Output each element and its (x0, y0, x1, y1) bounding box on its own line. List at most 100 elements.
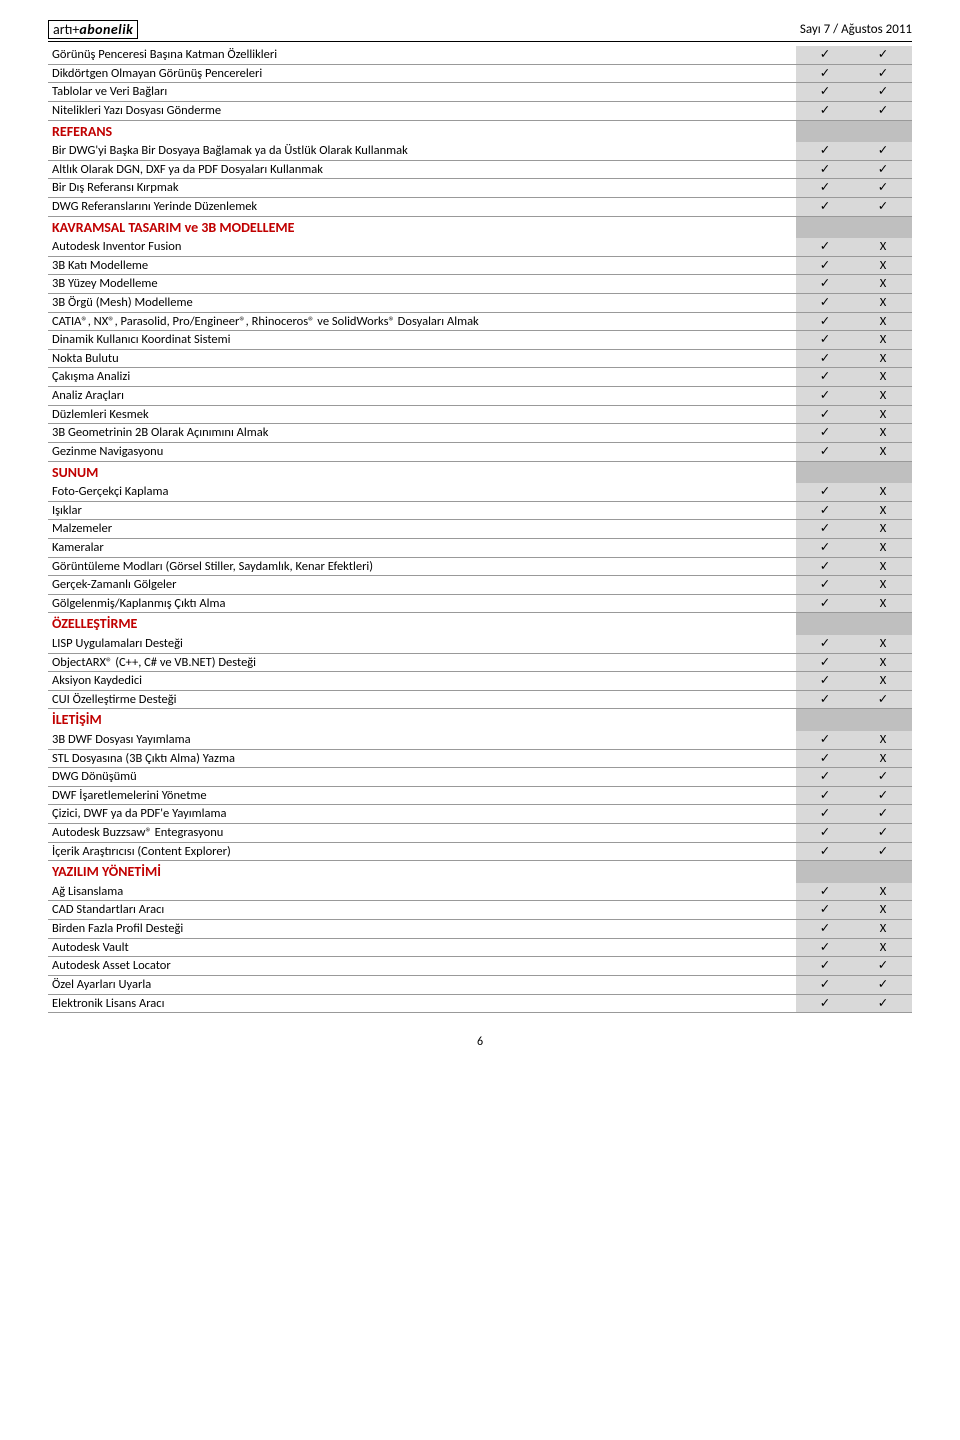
feature-col2-value: X (854, 749, 912, 768)
feature-label: Altlık Olarak DGN, DXF ya da PDF Dosyala… (48, 160, 796, 179)
feature-row: 3B Yüzey Modelleme✓X (48, 275, 912, 294)
feature-row: Düzlemleri Kesmek✓X (48, 405, 912, 424)
page: artı+abonelik Sayı 7 / Ağustos 2011 Görü… (0, 0, 960, 1079)
feature-col1-value: ✓ (796, 824, 854, 843)
feature-label: Dinamik Kullanıcı Koordinat Sistemi (48, 331, 796, 350)
feature-col2-value: ✓ (854, 786, 912, 805)
feature-col1-value: ✓ (796, 501, 854, 520)
feature-col2-value: X (854, 387, 912, 406)
feature-col1-value: ✓ (796, 594, 854, 613)
feature-label: Nitelikleri Yazı Dosyası Gönderme (48, 101, 796, 120)
feature-row: DWG Referanslarını Yerinde Düzenlemek✓✓ (48, 197, 912, 216)
feature-row: Bir Dış Referansı Kırpmak✓✓ (48, 179, 912, 198)
feature-col2-value: X (854, 901, 912, 920)
feature-row: STL Dosyasına (3B Çıktı Alma) Yazma✓X (48, 749, 912, 768)
section-col1-blank (796, 461, 854, 483)
feature-row: CUI Özelleştirme Desteği✓✓ (48, 690, 912, 709)
feature-col1-value: ✓ (796, 101, 854, 120)
feature-label: Elektronik Lisans Aracı (48, 994, 796, 1013)
feature-col2-value: X (854, 938, 912, 957)
feature-col1-value: ✓ (796, 46, 854, 64)
section-col1-blank (796, 216, 854, 238)
feature-col1-value: ✓ (796, 957, 854, 976)
feature-col2-value: X (854, 405, 912, 424)
section-header-row: SUNUM (48, 461, 912, 483)
feature-label: Autodesk Buzzsaw® Entegrasyonu (48, 824, 796, 843)
feature-label: Bir DWG'yi Başka Bir Dosyaya Bağlamak ya… (48, 142, 796, 160)
section-header-row: REFERANS (48, 120, 912, 142)
feature-col2-value: ✓ (854, 179, 912, 198)
feature-col1-value: ✓ (796, 994, 854, 1013)
brand-text-italic: abonelik (79, 21, 133, 38)
feature-col1-value: ✓ (796, 883, 854, 901)
feature-col1-value: ✓ (796, 749, 854, 768)
feature-col2-value: X (854, 349, 912, 368)
feature-row: Analiz Araçları✓X (48, 387, 912, 406)
feature-label: 3B Yüzey Modelleme (48, 275, 796, 294)
feature-col2-value: ✓ (854, 957, 912, 976)
section-col1-blank (796, 613, 854, 635)
feature-row: CAD Standartları Aracı✓X (48, 901, 912, 920)
feature-row: Autodesk Asset Locator✓✓ (48, 957, 912, 976)
feature-row: DWG Dönüşümü✓✓ (48, 768, 912, 787)
feature-row: İçerik Araştırıcısı (Content Explorer)✓✓ (48, 842, 912, 861)
feature-col2-value: X (854, 368, 912, 387)
feature-col1-value: ✓ (796, 424, 854, 443)
feature-col2-value: X (854, 920, 912, 939)
section-title: KAVRAMSAL TASARIM ve 3B MODELLEME (48, 216, 796, 238)
feature-col2-value: X (854, 238, 912, 256)
feature-col1-value: ✓ (796, 635, 854, 653)
feature-col1-value: ✓ (796, 557, 854, 576)
feature-col1-value: ✓ (796, 83, 854, 102)
feature-row: Autodesk Inventor Fusion✓X (48, 238, 912, 256)
section-col2-blank (854, 613, 912, 635)
feature-col2-value: ✓ (854, 768, 912, 787)
feature-label: LISP Uygulamaları Desteği (48, 635, 796, 653)
feature-row: Çakışma Analizi✓X (48, 368, 912, 387)
feature-col2-value: X (854, 653, 912, 672)
feature-row: Gerçek-Zamanlı Gölgeler✓X (48, 576, 912, 595)
feature-row: LISP Uygulamaları Desteği✓X (48, 635, 912, 653)
feature-row: Ağ Lisanslama✓X (48, 883, 912, 901)
feature-col1-value: ✓ (796, 275, 854, 294)
feature-col2-value: ✓ (854, 842, 912, 861)
section-col2-blank (854, 216, 912, 238)
feature-row: 3B Örgü (Mesh) Modelleme✓X (48, 293, 912, 312)
feature-label: Gerçek-Zamanlı Gölgeler (48, 576, 796, 595)
feature-label: Ağ Lisanslama (48, 883, 796, 901)
feature-col2-value: ✓ (854, 160, 912, 179)
feature-label: Düzlemleri Kesmek (48, 405, 796, 424)
feature-label: Gölgelenmiş/Kaplanmış Çıktı Alma (48, 594, 796, 613)
feature-col2-value: ✓ (854, 824, 912, 843)
section-header-row: YAZILIM YÖNETİMİ (48, 861, 912, 883)
feature-col1-value: ✓ (796, 805, 854, 824)
feature-col2-value: ✓ (854, 805, 912, 824)
feature-label: Kameralar (48, 538, 796, 557)
feature-col2-value: X (854, 275, 912, 294)
feature-col2-value: X (854, 501, 912, 520)
feature-row: Tablolar ve Veri Bağları✓✓ (48, 83, 912, 102)
feature-col2-value: ✓ (854, 46, 912, 64)
feature-col2-value: X (854, 312, 912, 331)
feature-row: Elektronik Lisans Aracı✓✓ (48, 994, 912, 1013)
feature-label: İçerik Araştırıcısı (Content Explorer) (48, 842, 796, 861)
feature-col1-value: ✓ (796, 197, 854, 216)
feature-col2-value: ✓ (854, 83, 912, 102)
section-col2-blank (854, 861, 912, 883)
feature-label: Işıklar (48, 501, 796, 520)
feature-col2-value: ✓ (854, 64, 912, 83)
feature-label: Foto-Gerçekçi Kaplama (48, 483, 796, 501)
feature-col1-value: ✓ (796, 672, 854, 691)
feature-col1-value: ✓ (796, 786, 854, 805)
feature-label: Çakışma Analizi (48, 368, 796, 387)
feature-label: 3B Örgü (Mesh) Modelleme (48, 293, 796, 312)
feature-label: DWG Dönüşümü (48, 768, 796, 787)
feature-col1-value: ✓ (796, 442, 854, 461)
feature-col2-value: X (854, 576, 912, 595)
feature-col2-value: ✓ (854, 197, 912, 216)
feature-label: STL Dosyasına (3B Çıktı Alma) Yazma (48, 749, 796, 768)
section-header-row: ÖZELLEŞTİRME (48, 613, 912, 635)
feature-row: 3B Geometrinin 2B Olarak Açınımını Almak… (48, 424, 912, 443)
feature-col1-value: ✓ (796, 483, 854, 501)
feature-label: DWG Referanslarını Yerinde Düzenlemek (48, 197, 796, 216)
